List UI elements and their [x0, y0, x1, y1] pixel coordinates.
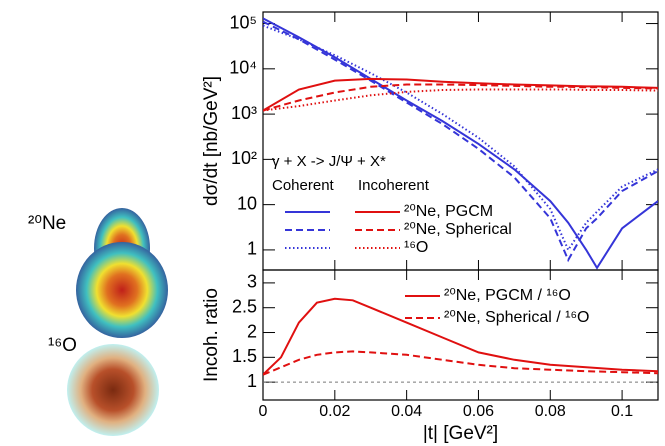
y-tick-label: 1: [247, 371, 257, 391]
x-axis-label: |t| [GeV²]: [423, 423, 498, 444]
y-tick-label: 1.5: [232, 346, 257, 366]
legend-header: Incoherent: [358, 177, 430, 194]
x-tick-label: 0.1: [611, 403, 633, 420]
x-tick-label: 0: [259, 403, 268, 420]
y-tick-label: 3: [247, 272, 257, 292]
series-line: [263, 297, 658, 376]
x-tick-label: 0.06: [463, 403, 494, 420]
legend-label: ²⁰Ne, Spherical: [404, 221, 512, 238]
image-label: ²⁰Ne: [28, 213, 66, 234]
o-nucleus: [67, 344, 159, 436]
image-label: ¹⁶O: [48, 335, 77, 356]
y-tick-label: 10⁵: [230, 12, 257, 32]
series-line: [263, 20, 658, 263]
series-line: [263, 88, 658, 112]
legend-label: ¹⁶O: [404, 239, 428, 256]
legend-label: ²⁰Ne, PGCM: [404, 203, 493, 220]
y-tick-label: 10²: [231, 148, 257, 168]
y-axis-label: Incoh. ratio: [201, 288, 222, 382]
series-line: [263, 17, 658, 270]
y-tick-label: 10³: [231, 103, 257, 123]
y-tick-label: 2.5: [232, 296, 257, 316]
y-axis-label: dσ/dt [nb/GeV²]: [201, 76, 222, 206]
y-tick-label: 10⁴: [229, 58, 257, 78]
series-line: [263, 350, 658, 376]
y-tick-label: 10: [237, 193, 257, 213]
x-tick-label: 0.04: [391, 403, 422, 420]
x-tick-label: 0.08: [535, 403, 566, 420]
series-line: [263, 24, 658, 252]
plot-frame: [262, 269, 659, 401]
x-tick-label: 0.02: [319, 403, 350, 420]
legend-label: ²⁰Ne, Spherical / ¹⁶O: [444, 309, 589, 326]
annotation: γ + X -> J/Ψ + X*: [272, 153, 386, 170]
ne-nucleus: [76, 208, 168, 338]
y-tick-label: 1: [247, 239, 257, 259]
series-line: [263, 83, 658, 112]
legend-label: ²⁰Ne, PGCM / ¹⁶O: [444, 287, 571, 304]
y-tick-label: 2: [247, 321, 257, 341]
legend-header: Coherent: [272, 177, 335, 194]
